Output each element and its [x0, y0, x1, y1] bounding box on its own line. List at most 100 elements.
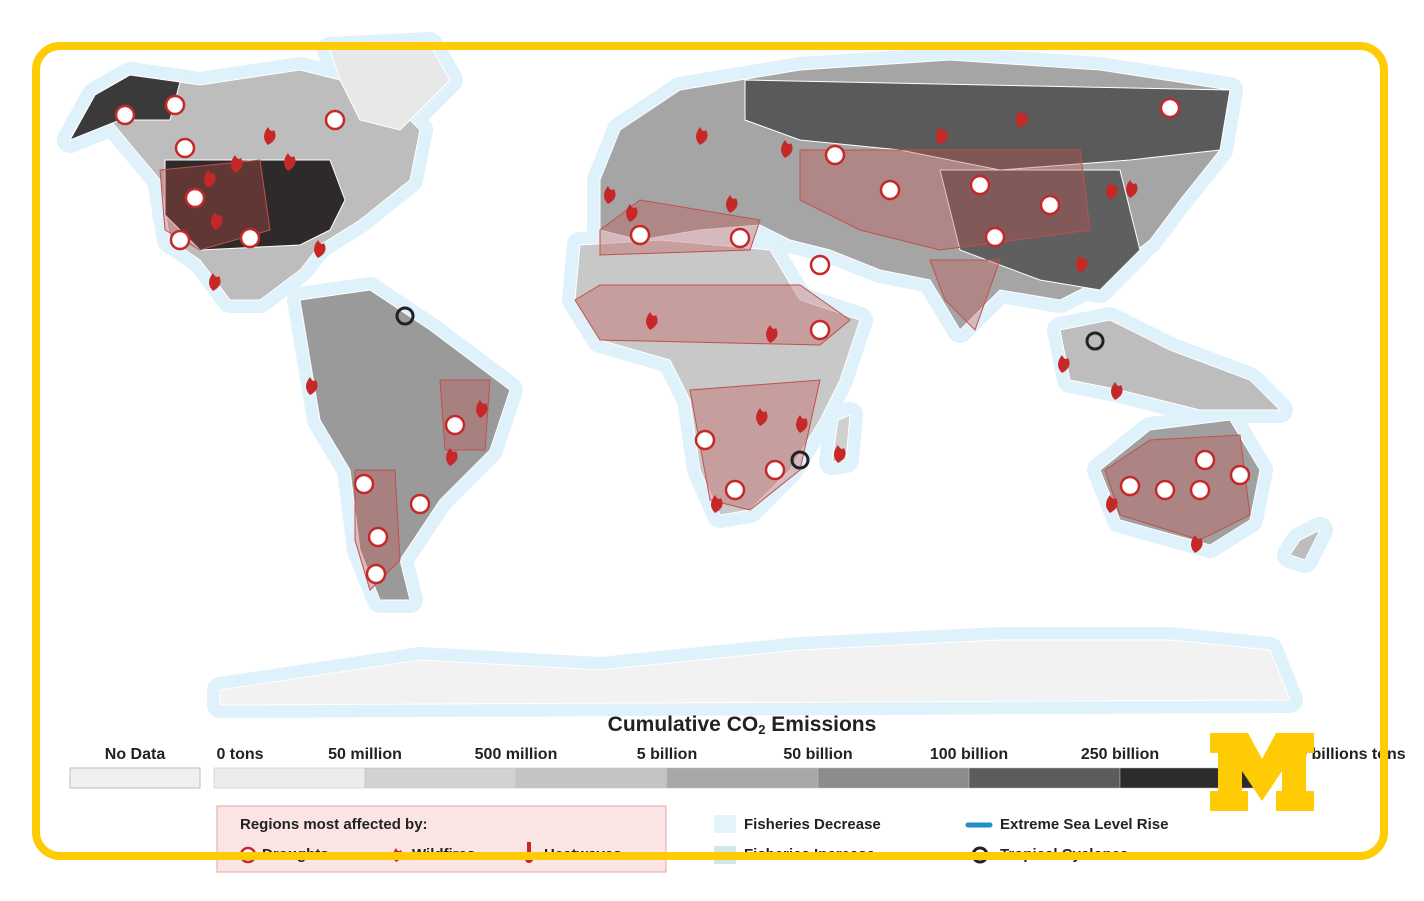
- drought-icon: [809, 319, 831, 341]
- drought-icon: [184, 187, 206, 209]
- drought-icon: [764, 459, 786, 481]
- south-america: [299, 289, 511, 601]
- legend-title: Cumulative CO2 Emissions: [608, 713, 877, 738]
- scale-label: 100 billion: [930, 746, 1008, 763]
- wildfire-icon: [696, 127, 708, 145]
- affected-region: [689, 379, 821, 511]
- impacts-box: [216, 805, 667, 873]
- drought-icon: [365, 563, 387, 585]
- drought-icon: [969, 174, 991, 196]
- drought-icon: [1194, 449, 1216, 471]
- scale-label: 500 million: [475, 746, 558, 763]
- new-zealand: [1289, 528, 1322, 561]
- wildfire-icon: [756, 408, 768, 426]
- wildfire-icon: [1191, 535, 1203, 553]
- wildfire-icon: [796, 415, 808, 433]
- wildfire-icon: [476, 400, 488, 418]
- wildfire-icon: [306, 377, 318, 395]
- impacts-heading: Regions most affected by:: [240, 816, 428, 833]
- legend-label: Extreme Sea Level Rise: [1000, 816, 1168, 833]
- wildfire-icon: [936, 127, 948, 145]
- australia: [1099, 419, 1261, 546]
- drought-icon: [879, 179, 901, 201]
- wildfire-icon: [231, 155, 243, 173]
- scale-label: 0 tons: [216, 746, 263, 763]
- wildfire-icon: [211, 212, 223, 230]
- wildfire-icon: [1076, 255, 1088, 273]
- wildfire-icon: [1058, 355, 1070, 373]
- africa: [574, 239, 861, 516]
- drought-icon: [174, 137, 196, 159]
- scale-swatch: [666, 767, 819, 789]
- impact-icons: [114, 94, 1251, 585]
- wildfire-icon: [726, 195, 738, 213]
- drought-icon: [164, 94, 186, 116]
- scale-swatch: [364, 767, 517, 789]
- drought-icon: [353, 473, 375, 495]
- scale-swatch: [968, 767, 1121, 789]
- scale-swatch: [817, 767, 970, 789]
- wildfire-icon: [711, 495, 723, 513]
- drought-icon: [729, 227, 751, 249]
- drought-icon: [367, 526, 389, 548]
- wildfire-icon: [314, 240, 326, 258]
- fisheries-decrease-swatch: [714, 815, 736, 833]
- drought-icon: [1229, 464, 1251, 486]
- drought-icon: [409, 493, 431, 515]
- wildfire-icon: [834, 445, 846, 463]
- wildfire-icon: [1111, 382, 1123, 400]
- wildfire-icon: [604, 186, 616, 204]
- title-text: Cumulative CO: [608, 713, 759, 736]
- drought-icon: [1039, 194, 1061, 216]
- university-logo: [1210, 733, 1314, 811]
- wildfire-icon: [1016, 110, 1028, 128]
- drought-icon: [824, 144, 846, 166]
- scale-label: 50 billion: [783, 746, 852, 763]
- affected-region: [799, 149, 1091, 251]
- wildfire-icon: [284, 153, 296, 171]
- wildfire-icon: [264, 127, 276, 145]
- drought-icon: [984, 226, 1006, 248]
- drought-icon: [444, 414, 466, 436]
- drought-icon: [1159, 97, 1181, 119]
- cyclone-icon: [790, 450, 810, 470]
- scale-label: 50 million: [328, 746, 402, 763]
- affected-region: [929, 259, 1001, 331]
- wildfire-icon: [446, 448, 458, 466]
- drought-icon: [114, 104, 136, 126]
- drought-icon: [1119, 475, 1141, 497]
- wildfire-icon: [204, 170, 216, 188]
- no-data-swatch: [69, 767, 201, 789]
- cyclone-icon: [1085, 331, 1105, 351]
- scale-swatch: [213, 767, 366, 789]
- cyclone-icon: [395, 306, 415, 326]
- wildfire-icon: [626, 204, 638, 222]
- drought-icon: [239, 227, 261, 249]
- drought-icon: [809, 254, 831, 276]
- title-text: Emissions: [765, 713, 876, 736]
- title-subscript: 2: [758, 722, 765, 737]
- drought-icon: [1189, 479, 1211, 501]
- wildfire-icon: [781, 140, 793, 158]
- scale-swatch: [515, 767, 668, 789]
- color-scale: 0 tons 50 million 500 million 5 billion 50 b…: [213, 746, 1406, 789]
- wildfire-icon: [1106, 495, 1118, 513]
- drought-icon: [724, 479, 746, 501]
- antarctica: [219, 639, 1291, 706]
- drought-icon: [694, 429, 716, 451]
- drought-icon: [324, 109, 346, 131]
- frame-border: [32, 42, 1388, 860]
- scale-label: 250 billion: [1081, 746, 1159, 763]
- wildfire-icon: [646, 312, 658, 330]
- drought-icon: [1154, 479, 1176, 501]
- scale-label: 5 billion: [637, 746, 697, 763]
- wildfire-icon: [1126, 180, 1138, 198]
- no-data-label: No Data: [105, 746, 166, 763]
- drought-icon: [169, 229, 191, 251]
- wildfire-icon: [209, 273, 221, 291]
- legend-label: Fisheries Decrease: [744, 816, 881, 833]
- affected-region: [574, 284, 851, 346]
- heatwave-icon: [527, 842, 531, 856]
